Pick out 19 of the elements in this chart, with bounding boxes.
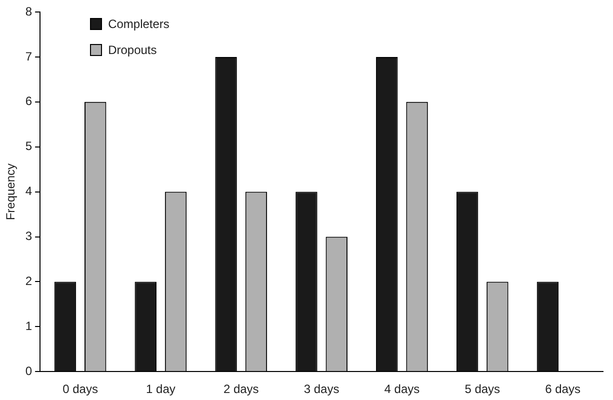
y-tick-label: 6 <box>25 94 32 108</box>
y-tick-label: 1 <box>25 318 32 333</box>
y-tick-label: 5 <box>25 139 32 154</box>
x-tick-label: 5 days <box>464 382 500 396</box>
x-tick-label: 6 days <box>545 382 580 396</box>
y-tick-label: 8 <box>25 4 32 18</box>
x-tick-label: 1 day <box>146 382 176 396</box>
y-tick-label: 3 <box>25 229 32 244</box>
x-tick-label: 3 days <box>304 382 340 396</box>
x-tick-label: 4 days <box>384 382 420 396</box>
y-tick-label: 0 <box>25 364 32 378</box>
y-tick-label: 4 <box>25 184 32 198</box>
y-tick-label: 7 <box>25 49 32 64</box>
y-tick-label: 2 <box>25 274 32 288</box>
x-tick-label: 2 days <box>223 382 259 396</box>
x-tick-label: 0 days <box>62 382 98 396</box>
legend-label: Dropouts <box>108 43 157 57</box>
legend-label: Completers <box>108 17 170 31</box>
y-axis-title: Frequency <box>4 163 18 220</box>
